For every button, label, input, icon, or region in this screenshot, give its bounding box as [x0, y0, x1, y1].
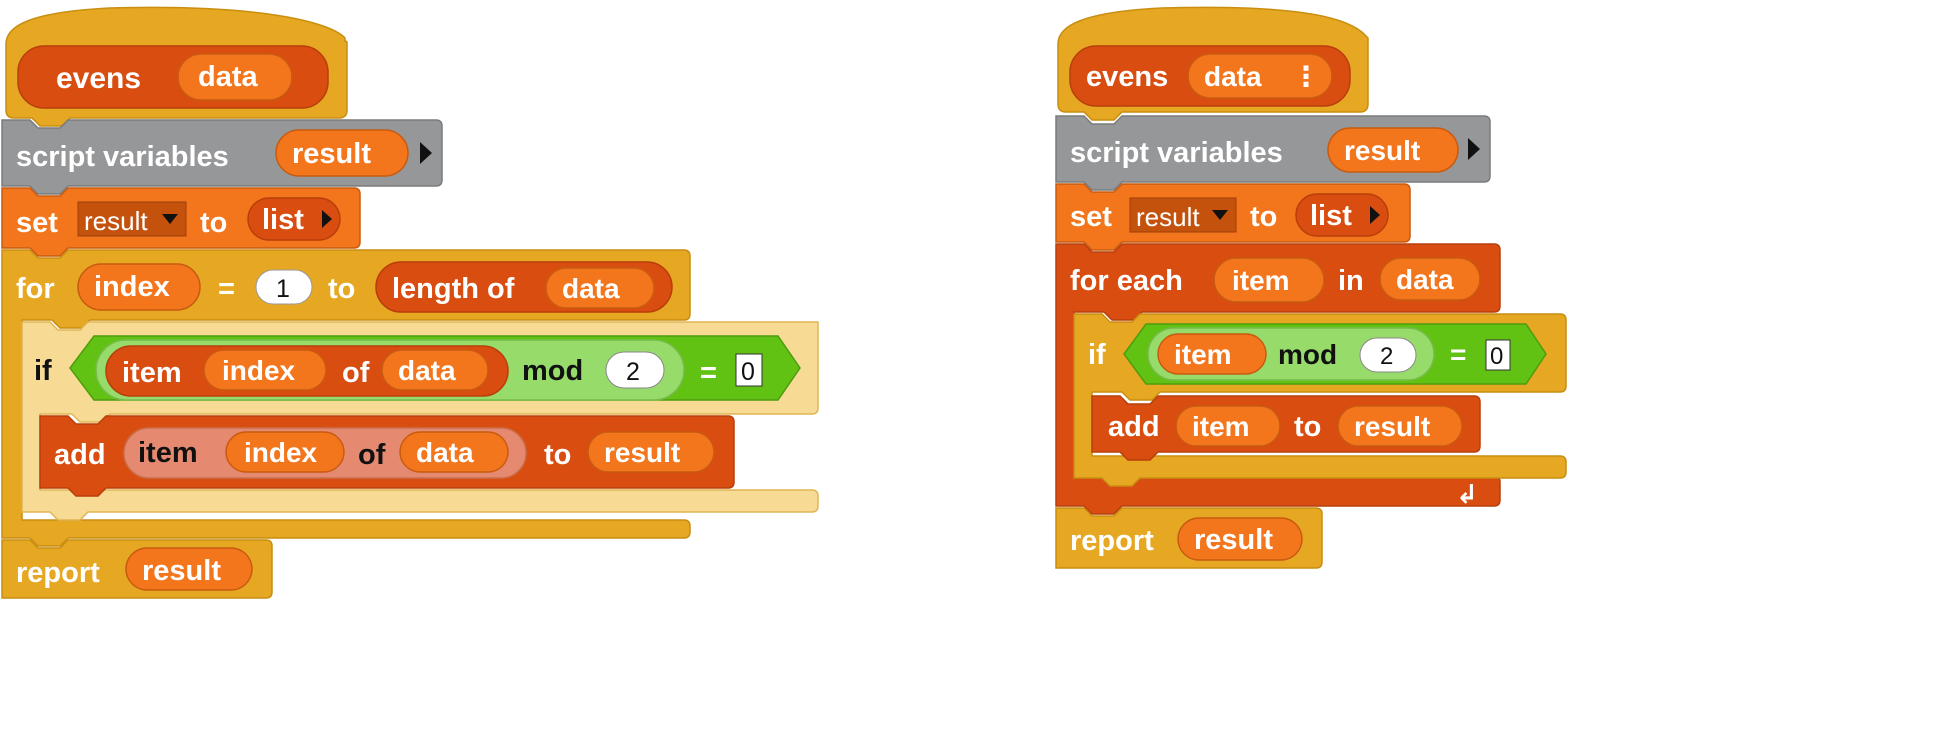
var-result-left[interactable] [275, 129, 409, 177]
add-target-result[interactable] [587, 431, 715, 473]
set-to-label-right: to [1250, 201, 1277, 233]
add-label: add [54, 439, 106, 471]
add-label-right: add [1108, 411, 1160, 443]
add-item-data-param[interactable] [399, 431, 509, 473]
for-var-index[interactable] [77, 263, 201, 311]
list-reporter-label: list [262, 204, 304, 236]
add-to-label-right: to [1294, 411, 1321, 443]
for-to-label: to [328, 273, 355, 305]
length-of-data-label: data [562, 273, 620, 304]
for-each-block-right[interactable] [1055, 243, 1501, 515]
item-of-data-label: data [398, 355, 456, 386]
for-start-input[interactable] [255, 269, 313, 305]
script-left[interactable]: evens data script variables result set r… [1, 6, 819, 599]
param-data-label-right: data [1204, 61, 1262, 92]
script-variables-label: script variables [16, 141, 229, 173]
if-label: if [34, 355, 52, 387]
mod-divisor-input[interactable] [605, 351, 665, 389]
list-reporter-label-right: list [1310, 200, 1352, 232]
set-label: set [16, 207, 58, 239]
equals-compare-value: 0 [741, 358, 755, 386]
param-data-label: data [198, 61, 259, 93]
equals-compare-value-right: 0 [1490, 343, 1503, 370]
add-item-of-label: item [138, 437, 198, 469]
prototype-label: evens [56, 62, 141, 95]
equals-compare-input[interactable] [735, 353, 763, 387]
add-item-of-of: of [358, 439, 386, 471]
set-var-dropdown-arrow-right [1212, 210, 1228, 220]
item-of-label: item [122, 357, 182, 389]
script-right[interactable]: evens data ⋮ script variables result set… [1055, 6, 1567, 569]
add-item-index-label: index [244, 437, 318, 468]
mod-item-param[interactable] [1157, 333, 1267, 375]
var-result-right[interactable] [1327, 127, 1459, 173]
mod-divisor-input-right[interactable] [1359, 337, 1417, 373]
add-item-label-right: item [1192, 411, 1250, 442]
for-each-in-label: in [1338, 265, 1364, 297]
add-target-label: result [604, 437, 680, 468]
for-each-var-item-label: item [1232, 265, 1290, 296]
report-value-label: result [142, 555, 221, 587]
report-value-label-right: result [1194, 524, 1273, 556]
for-start-value: 1 [276, 275, 290, 303]
script-variables-label-right: script variables [1070, 137, 1283, 169]
list-reporter-right[interactable] [1295, 193, 1389, 237]
mod-divisor-value: 2 [626, 358, 640, 386]
mod-item-label: item [1174, 339, 1232, 370]
list-expand-arrow-right[interactable] [1370, 206, 1380, 224]
equals-compare-input-right[interactable] [1485, 339, 1511, 371]
for-equals: = [218, 273, 235, 305]
length-of-label: length of [392, 273, 515, 305]
item-of-index-param[interactable] [203, 349, 327, 391]
prototype-label-right: evens [1086, 61, 1168, 93]
report-value-result[interactable] [125, 547, 253, 591]
loop-arrow-icon: ↲ [1456, 479, 1478, 509]
add-target-label-right: result [1354, 411, 1430, 442]
list-expand-arrow[interactable] [322, 210, 332, 228]
add-item-data-label: data [416, 437, 474, 468]
set-var-dropdown-arrow [162, 214, 178, 224]
var-result-label-right: result [1344, 135, 1420, 166]
add-item-index-param[interactable] [225, 431, 345, 473]
mod-divisor-value-right: 2 [1380, 343, 1393, 370]
add-to-label: to [544, 439, 571, 471]
for-each-list-label: data [1396, 264, 1454, 295]
param-data-left[interactable] [177, 53, 293, 101]
for-label: for [16, 273, 55, 305]
for-each-var-item[interactable] [1213, 257, 1325, 303]
item-of-of-label: of [342, 357, 370, 389]
item-of-index-label: index [222, 355, 296, 386]
add-target-result-right[interactable] [1337, 405, 1463, 447]
mod-label-right: mod [1278, 339, 1337, 370]
add-item-param-right[interactable] [1175, 405, 1281, 447]
report-value-result-right[interactable] [1177, 517, 1303, 561]
var-result-label: result [292, 138, 371, 170]
equals-label: = [700, 357, 717, 389]
script-variables-expand-arrow[interactable] [420, 142, 432, 164]
param-options-icon[interactable]: ⋮ [1292, 61, 1320, 92]
length-of-data-param[interactable] [545, 267, 655, 309]
for-each-list-data[interactable] [1379, 257, 1481, 301]
equals-label-right: = [1450, 339, 1466, 370]
item-of-data-param[interactable] [381, 349, 489, 391]
report-label-right: report [1070, 525, 1154, 557]
for-each-label: for each [1070, 265, 1183, 297]
set-var-label-right: result [1136, 202, 1200, 232]
list-reporter-left[interactable] [247, 197, 341, 241]
set-label-right: set [1070, 201, 1112, 233]
report-label: report [16, 557, 100, 589]
if-label-right: if [1088, 339, 1106, 371]
for-var-index-label: index [94, 271, 170, 303]
param-data-right[interactable] [1187, 53, 1333, 99]
mod-label: mod [522, 355, 583, 387]
set-to-label: to [200, 207, 227, 239]
script-variables-expand-arrow-right[interactable] [1468, 138, 1480, 160]
set-var-label: result [84, 206, 148, 236]
